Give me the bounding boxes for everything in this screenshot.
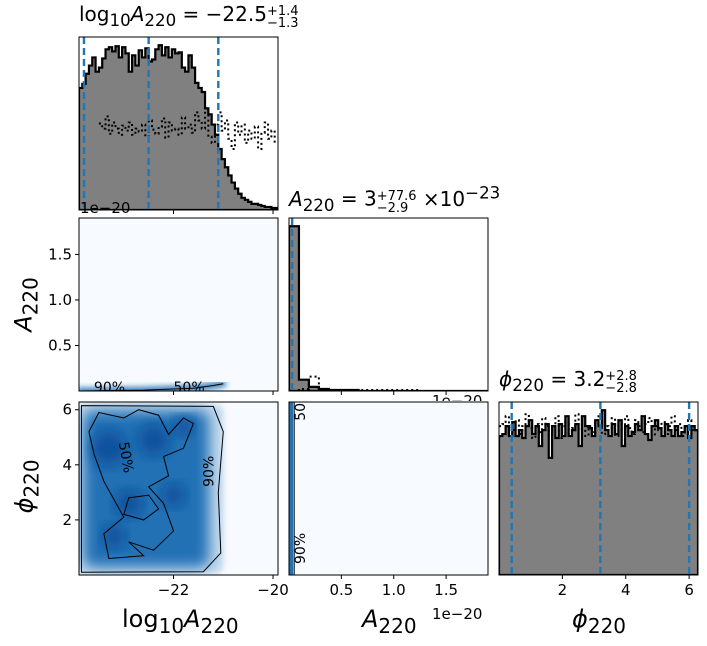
axes-frame-22 bbox=[498, 401, 699, 576]
title-log-amp-median: −22.5 bbox=[205, 2, 267, 26]
density-peak-1 bbox=[137, 424, 170, 457]
axes-frame-10 bbox=[78, 217, 279, 392]
contour-ridge bbox=[79, 383, 224, 391]
x-tick-label-log_amp-0: −22 bbox=[158, 581, 190, 599]
x-tick-label-phase-0: 2 bbox=[558, 581, 568, 599]
title-phase-name: ϕ220 bbox=[499, 367, 544, 395]
y-tick-label-amp-2: 1.5 bbox=[48, 245, 72, 263]
title-amp-plus: +77.6 bbox=[376, 188, 417, 204]
x-tick-label-amp-1: 1.0 bbox=[382, 581, 406, 599]
axes-frame-21 bbox=[288, 401, 489, 576]
title-amp: A220 = 3 +77.6 −2.9 ×10−23 bbox=[289, 183, 501, 216]
y-tick-label-phase-2: 6 bbox=[62, 401, 72, 419]
title-amp-median: 3 bbox=[363, 186, 377, 211]
density-layer: 50% 90% 90% 50% 90% 50% bbox=[79, 218, 488, 575]
axes-frame-11 bbox=[288, 217, 489, 392]
x-tick-label-phase-2: 6 bbox=[684, 581, 694, 599]
axes-frame-00 bbox=[78, 36, 279, 211]
offset-text-top-hist: 1e−20 bbox=[80, 199, 131, 217]
ylabel-amp: A220 bbox=[9, 277, 43, 332]
posterior-histogram bbox=[289, 225, 488, 391]
amp-vs-phase-background bbox=[289, 402, 488, 575]
title-phase-minus: −2.8 bbox=[605, 381, 637, 396]
density-peak-0 bbox=[90, 430, 127, 467]
density-peak-2 bbox=[114, 489, 143, 518]
y-tick-label-phase-0: 2 bbox=[62, 511, 72, 529]
y-tick-label-amp-1: 1.0 bbox=[48, 291, 72, 309]
x-tick-label-log_amp-1: −20 bbox=[257, 581, 289, 599]
contour-label-90: 90% bbox=[94, 380, 125, 396]
xlabel-amp: A220 bbox=[362, 605, 417, 638]
posterior-histogram bbox=[79, 44, 278, 210]
contour-label-50: 50% bbox=[174, 380, 205, 396]
density-log-amp-vs-phase: 50% 90% bbox=[79, 404, 224, 574]
tick-layer: −22 −20 0.5 1.0 1.5 2 4 6 0.5 1.0 1.5 2 4 6 bbox=[48, 210, 694, 599]
posterior-histogram bbox=[499, 409, 698, 575]
offset-text-amp-xaxis: 1e−20 bbox=[432, 605, 483, 623]
density-peak-4 bbox=[101, 524, 126, 549]
contour-label-50: 50% bbox=[293, 390, 309, 421]
title-log-amp-name: log10A220 bbox=[79, 2, 177, 30]
xlabel-log-amp: log10A220 bbox=[122, 605, 239, 638]
density-log-amp-vs-amp: 90% 50% bbox=[79, 380, 227, 396]
title-amp-name: A220 bbox=[289, 186, 335, 215]
title-phase-median: 3.2 bbox=[573, 367, 606, 391]
ylabel-phase: ϕ220 bbox=[10, 459, 44, 514]
title-phase-plus: +2.8 bbox=[605, 369, 637, 384]
title-log-amp-minus: −1.3 bbox=[266, 16, 299, 31]
x-tick-label-phase-1: 4 bbox=[621, 581, 631, 599]
title-amp-minus: −2.9 bbox=[376, 200, 409, 216]
xlabel-phase: ϕ220 bbox=[572, 605, 627, 638]
log-amp-vs-amp-background bbox=[79, 218, 278, 391]
title-log-amp-plus: +1.4 bbox=[266, 4, 299, 19]
density-amp-vs-phase: 90% 50% bbox=[289, 390, 309, 575]
contour-50-island bbox=[123, 494, 160, 521]
x-tick-label-amp-2: 1.5 bbox=[434, 581, 458, 599]
title-log-amp: log10A220 = −22.5 +1.4 −1.3 bbox=[79, 2, 299, 31]
contour-90-log-amp-vs-phase bbox=[80, 405, 224, 573]
histogram-layer bbox=[79, 37, 698, 575]
y-tick-label-phase-1: 4 bbox=[62, 456, 72, 474]
hist-amp bbox=[289, 218, 488, 391]
contour-50-log-amp-vs-phase bbox=[88, 409, 195, 560]
prior-histogram bbox=[98, 107, 278, 150]
hist-phase bbox=[499, 402, 698, 575]
contour-label-90: 90% bbox=[201, 456, 217, 487]
title-amp-scale: ×10−23 bbox=[422, 183, 501, 211]
offset-text-mid-hist: 1e−20 bbox=[432, 392, 483, 401]
contour-label-90: 90% bbox=[293, 533, 309, 564]
x-tick-label-amp-0: 0.5 bbox=[329, 581, 353, 599]
contour-label-50: 50% bbox=[115, 441, 136, 474]
hist-log-amp bbox=[79, 37, 278, 210]
y-tick-label-amp-0: 0.5 bbox=[48, 336, 72, 354]
density-band bbox=[289, 402, 294, 575]
title-phase: ϕ220 = 3.2 +2.8 −2.8 bbox=[499, 367, 637, 396]
density-peak-3 bbox=[161, 483, 186, 508]
axes-frames-layer bbox=[78, 36, 699, 576]
prior-histogram bbox=[289, 375, 488, 391]
axes-frame-20 bbox=[78, 401, 279, 576]
